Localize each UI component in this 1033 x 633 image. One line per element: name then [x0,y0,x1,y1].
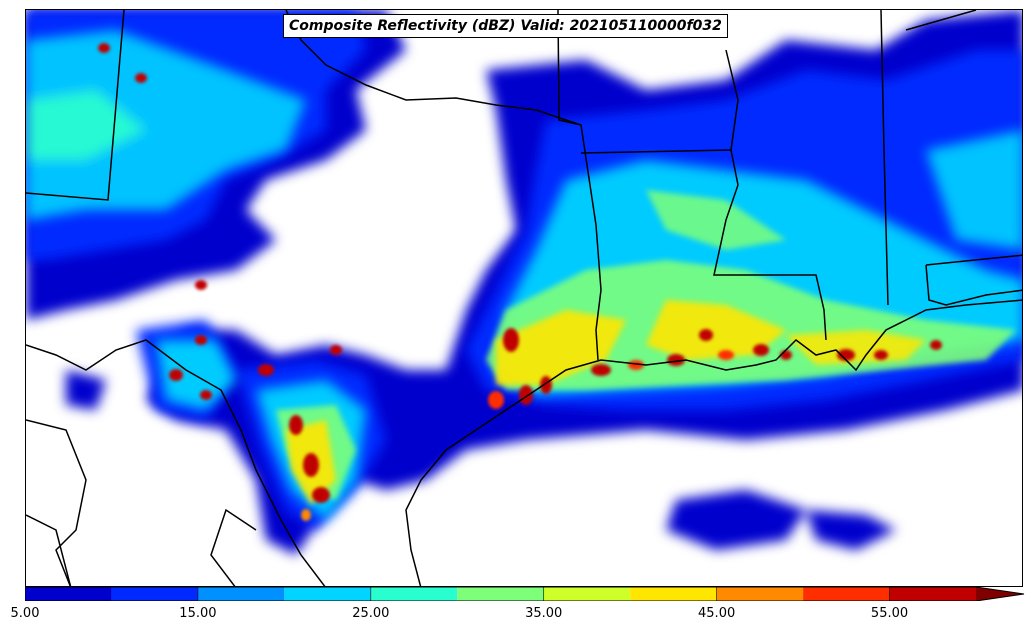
colorbar-bin [803,587,890,601]
reflectivity-intense-cells [98,43,942,521]
colorbar-bin [630,587,717,601]
colorbar-tick-label: 15.00 [179,606,217,621]
storm-cell [200,390,212,400]
storm-cell [169,369,183,381]
mexico-state-boundary [210,508,257,586]
colorbar-tick-label: 5.00 [10,606,40,621]
storm-cell [718,350,734,360]
storm-cell [874,350,888,360]
coastline [405,299,1022,586]
state-boundary [880,10,889,306]
state-boundary [26,10,125,201]
offshore-rain-cells [666,490,806,550]
east-moderate-rain [926,130,1022,250]
colorbar-outline [25,587,1025,601]
storm-cell [289,415,303,435]
storm-cell [628,360,644,370]
colorbar-tick-label: 55.00 [870,606,909,621]
colorbar-bin [716,587,804,601]
storm-cell [135,73,147,83]
storm-cell [312,487,330,503]
storm-cell [699,329,713,341]
storm-cell [753,344,769,356]
northwest-moderate-rain [26,30,306,220]
colorbar-bin [543,587,631,601]
state-boundary [905,10,977,31]
colorbar-bin [111,587,198,601]
storm-cell [503,328,519,352]
colorbar-bin [25,587,112,601]
storm-cell [98,43,110,53]
map-canvas [26,10,1022,586]
storm-cell [195,280,207,290]
state-boundary [580,149,732,154]
colorbar-tick-label: 35.00 [525,606,563,621]
colorbar-bin [889,587,976,601]
state-boundary [713,49,827,341]
storm-cell [667,354,685,366]
storm-cell [591,364,611,376]
state-boundary [925,254,1022,266]
colorbar-bin [284,587,371,601]
colorbar-tick-label: 45.00 [698,606,736,621]
louisiana-heavy-rain [646,300,786,360]
reflectivity-field [26,10,1022,555]
colorbar-bin [370,587,458,601]
storm-cell [930,340,942,350]
state-boundary [285,10,582,126]
mexico-state-boundary [26,514,72,586]
international-border [26,339,326,586]
west-rain-cell [66,370,106,410]
colorbar-bin [457,587,544,601]
colorbar-tick-label: 25.00 [352,606,390,621]
storm-cell [330,345,342,355]
colorbar-extend-arrow [976,587,1024,601]
storm-cell [540,376,552,394]
reflectivity-35-45-region [286,300,926,505]
storm-cell [519,385,533,405]
offshore-rain-cells-east [806,510,896,550]
storm-cell [195,335,207,345]
mississippi-heavy-rain [786,330,926,365]
state-boundary [925,264,1022,306]
east-texas-heavy-rain [496,310,626,385]
state-boundary [557,10,602,361]
arkansas-rain-band [646,190,786,250]
storm-cell [301,509,311,521]
storm-cell [303,453,319,477]
mexico-state-boundary [26,419,87,586]
storm-cell [837,349,855,361]
storm-cell [258,364,274,376]
colorbar-bin [197,587,285,601]
geographic-borders [26,10,1022,586]
colorbar [25,587,1025,601]
reflectivity-map [25,9,1023,587]
map-title: Composite Reflectivity (dBZ) Valid: 2021… [283,14,728,38]
storm-cell [488,391,504,409]
